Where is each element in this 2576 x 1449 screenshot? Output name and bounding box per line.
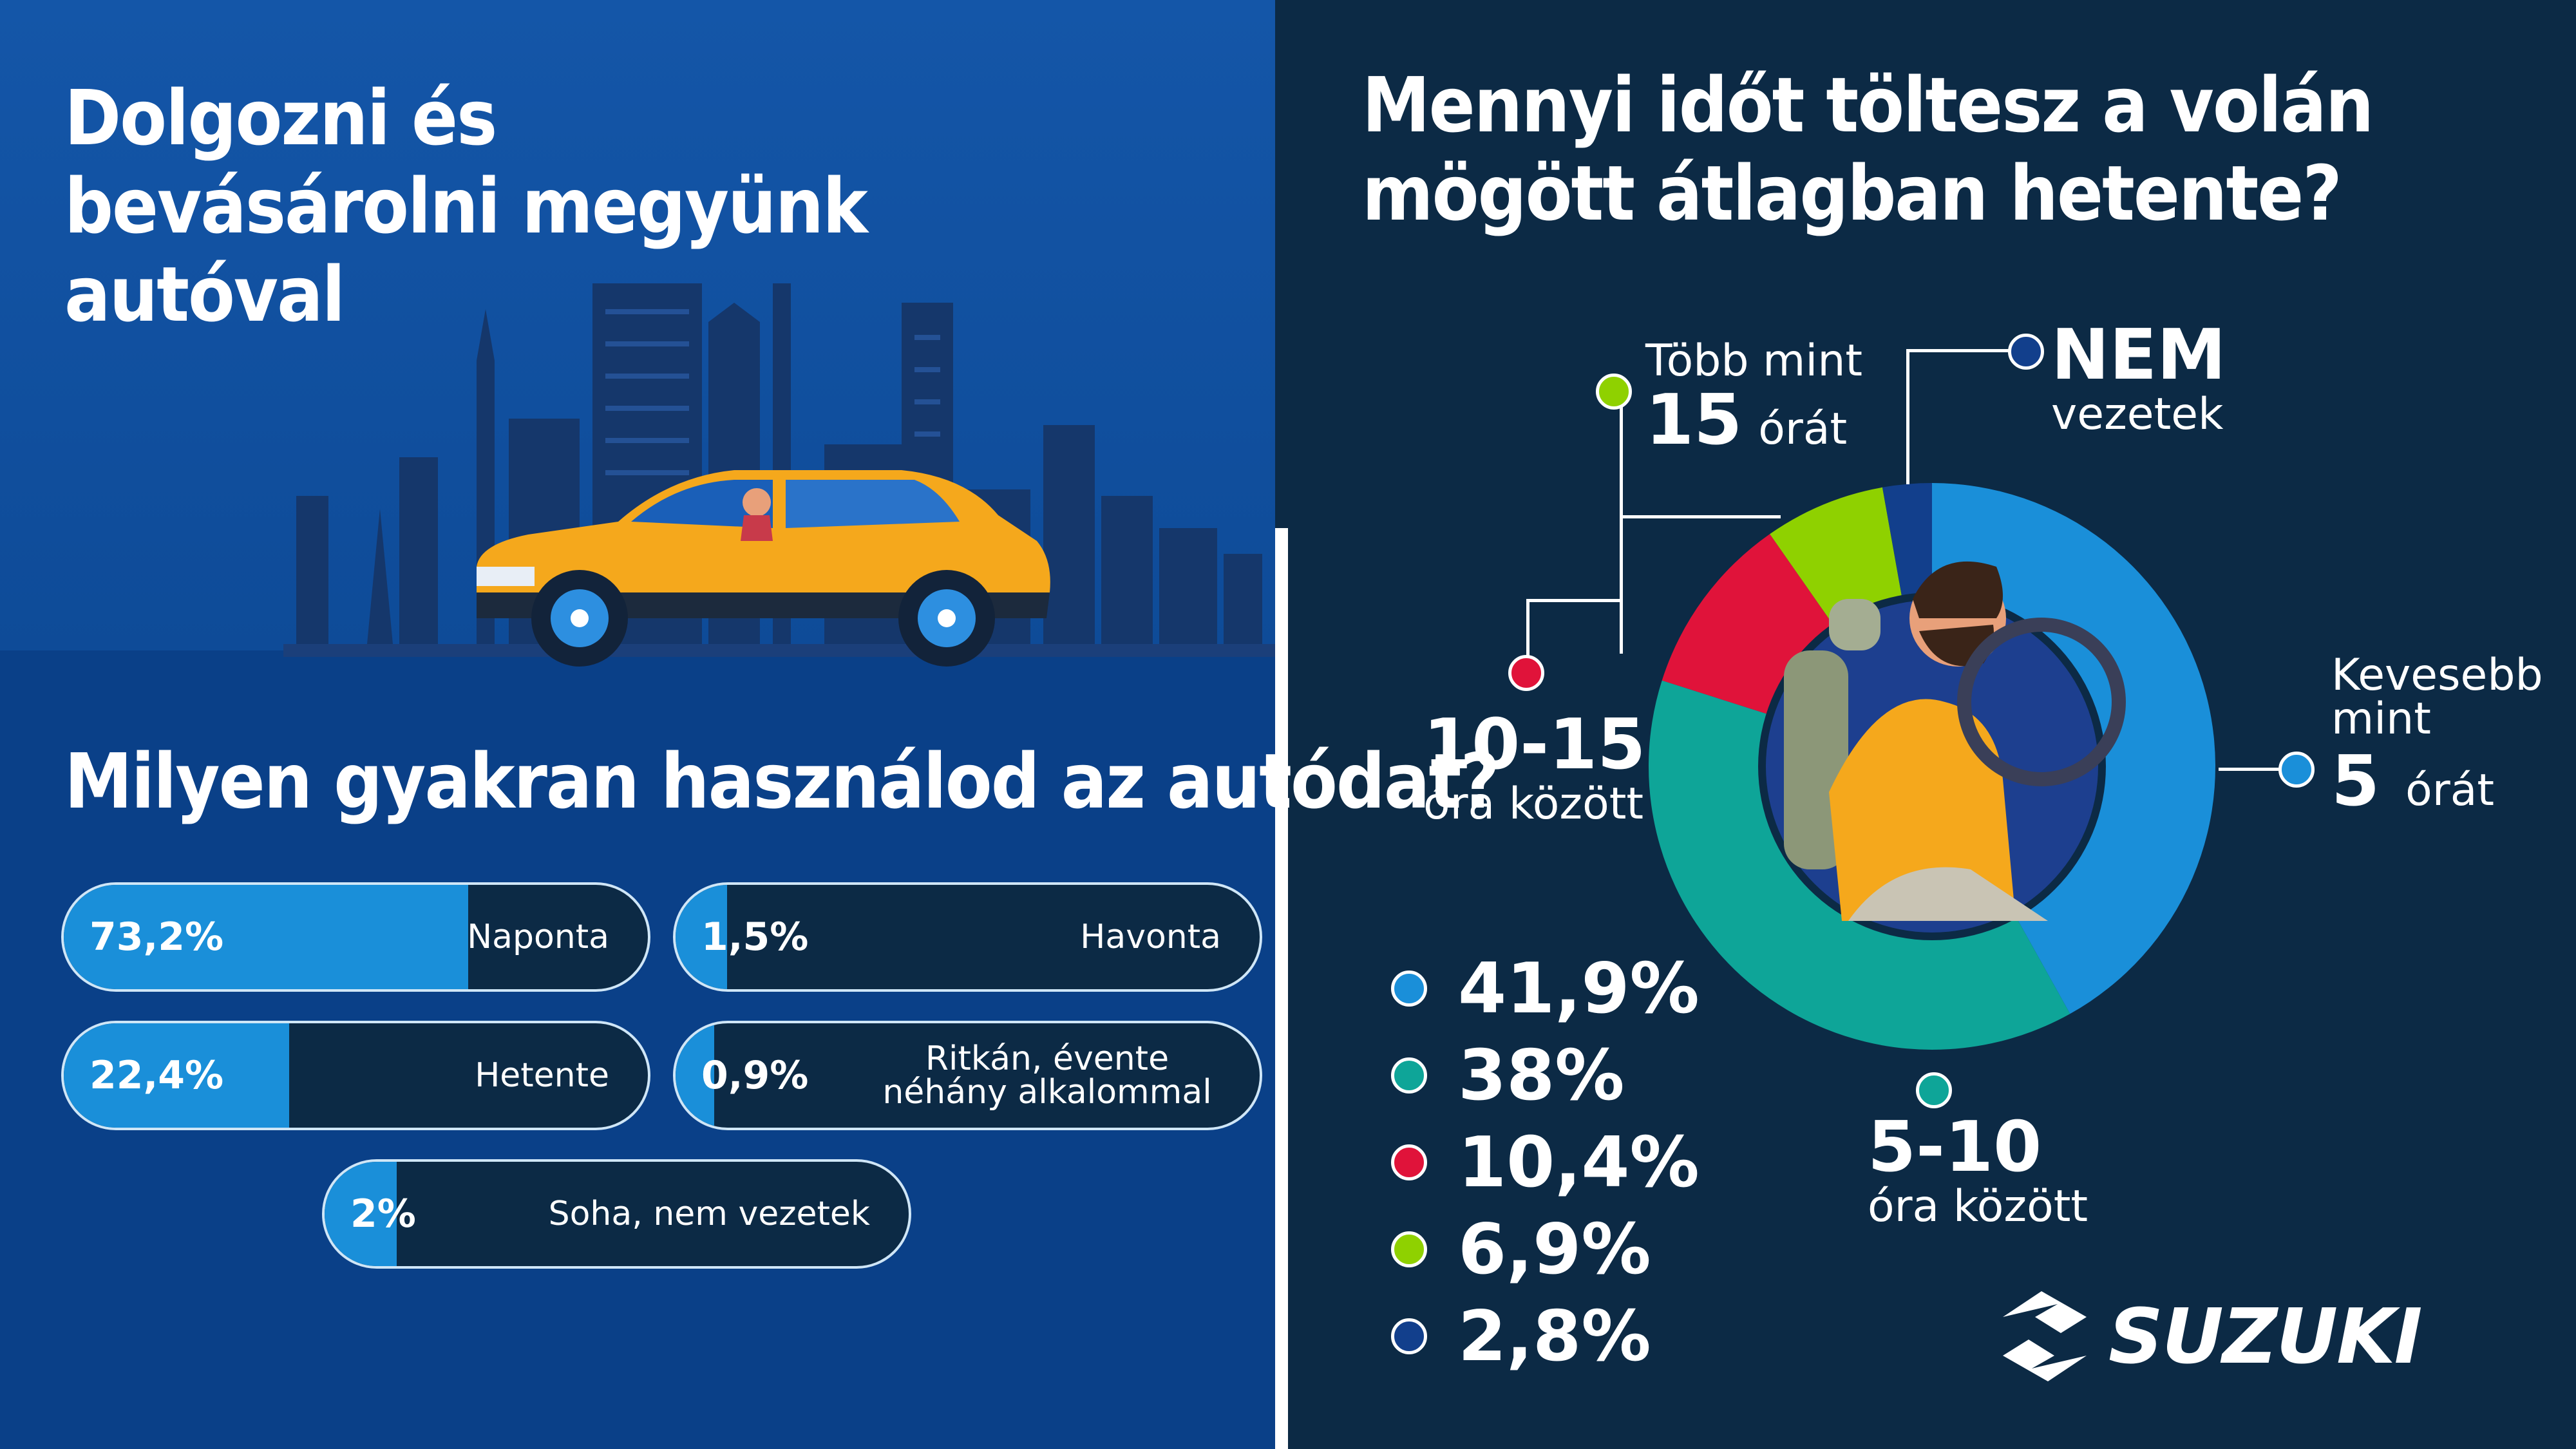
bar-soha: 2% Soha, nem vezetek <box>322 1159 911 1269</box>
driver-illustration <box>1784 561 2126 921</box>
dot-lt5 <box>2278 752 2315 788</box>
suzuki-wordmark: SUZUKI <box>2108 1292 2423 1381</box>
label-nem: NEM vezetek <box>2051 319 2264 438</box>
label-nem-post: vezetek <box>2051 389 2224 440</box>
bar-fill <box>64 885 468 989</box>
legend-swatch <box>1391 1231 1427 1267</box>
bar-label: Havonta <box>1080 918 1221 956</box>
bar-fill <box>64 1023 289 1128</box>
legend-item: 41,9% <box>1391 948 1700 1029</box>
bar-value: 2% <box>350 1191 416 1236</box>
legend-swatch <box>1391 1318 1427 1354</box>
donut-chart <box>1649 483 2215 1050</box>
callout-line <box>2219 768 2286 771</box>
legend-value: 6,9% <box>1458 1209 1651 1290</box>
callout-line <box>1620 406 1623 518</box>
bar-label: Naponta <box>467 918 609 956</box>
legend-item: 2,8% <box>1391 1296 1651 1377</box>
bar-label: Hetente <box>475 1056 609 1095</box>
legend-swatch <box>1391 1057 1427 1094</box>
dot-10-15 <box>1508 655 1544 691</box>
legend-swatch <box>1391 1144 1427 1180</box>
label-lt5-post: órát <box>2405 765 2495 816</box>
label-5-10: 5-10 óra között <box>1868 1111 2125 1230</box>
dot-nem <box>2008 334 2044 370</box>
city-car-illustration <box>283 283 1275 667</box>
bar-fill <box>676 1023 714 1128</box>
label-gt15-post: órát <box>1758 404 1848 455</box>
legend-value: 41,9% <box>1458 948 1700 1029</box>
callout-line <box>1526 599 1623 602</box>
legend-swatch <box>1391 971 1427 1007</box>
label-5-10-main: 5-10 <box>1868 1107 2042 1188</box>
bar-ritkan: 0,9% Ritkán, évente néhány alkalommal <box>673 1021 1262 1130</box>
label-5-10-post: óra között <box>1868 1181 2088 1233</box>
legend-value: 38% <box>1458 1035 1625 1116</box>
time-question: Mennyi időt töltesz a volán mögött átlag… <box>1362 61 2374 238</box>
callout-line <box>1620 515 1623 654</box>
legend-value: 10,4% <box>1458 1122 1700 1203</box>
bar-fill <box>325 1162 397 1266</box>
bar-value: 0,9% <box>701 1053 809 1098</box>
label-lt5: Kevesebb mint 5 órát <box>2331 650 2550 822</box>
bar-label: Soha, nem vezetek <box>548 1195 870 1233</box>
legend-value: 2,8% <box>1458 1296 1651 1377</box>
legend-item: 10,4% <box>1391 1122 1700 1203</box>
label-10-15-main: 10-15 <box>1423 705 1646 785</box>
bar-value: 22,4% <box>90 1053 224 1098</box>
label-10-15: 10-15 óra között <box>1423 708 1668 828</box>
suzuki-logo: SUZUKI <box>1996 1288 2423 1385</box>
label-lt5-pre: Kevesebb mint <box>2331 650 2543 744</box>
bar-naponta: 73,2% Naponta <box>61 882 650 992</box>
label-gt15-main: 15 <box>1645 380 1743 461</box>
legend-item: 6,9% <box>1391 1209 1651 1290</box>
suzuki-s-icon <box>2003 1291 2087 1381</box>
bar-fill <box>676 885 727 989</box>
bar-havonta: 1,5% Havonta <box>673 882 1262 992</box>
label-gt15-pre: Több mint <box>1645 336 1863 386</box>
left-title: Dolgozni és bevásárolni megyünk autóval <box>64 73 868 339</box>
label-nem-main: NEM <box>2051 315 2226 395</box>
dot-5-10 <box>1916 1072 1952 1108</box>
callout-line <box>1526 599 1530 663</box>
legend-item: 38% <box>1391 1035 1625 1116</box>
callout-line <box>1906 349 1909 484</box>
label-lt5-main: 5 <box>2331 741 2380 822</box>
frequency-question: Milyen gyakran használod az autódat? <box>64 737 1500 826</box>
bar-hetente: 22,4% Hetente <box>61 1021 650 1130</box>
callout-line <box>1620 515 1781 518</box>
bar-value: 73,2% <box>90 914 224 960</box>
label-gt15: Több mint 15 órát <box>1645 338 1890 457</box>
label-10-15-post: óra között <box>1423 779 1644 830</box>
panel-divider <box>1275 528 1288 1449</box>
bar-label: Ritkán, évente néhány alkalommal <box>882 1039 1212 1112</box>
dot-gt15 <box>1596 374 1632 410</box>
bar-value: 1,5% <box>701 914 809 960</box>
callout-line <box>1906 349 2022 352</box>
